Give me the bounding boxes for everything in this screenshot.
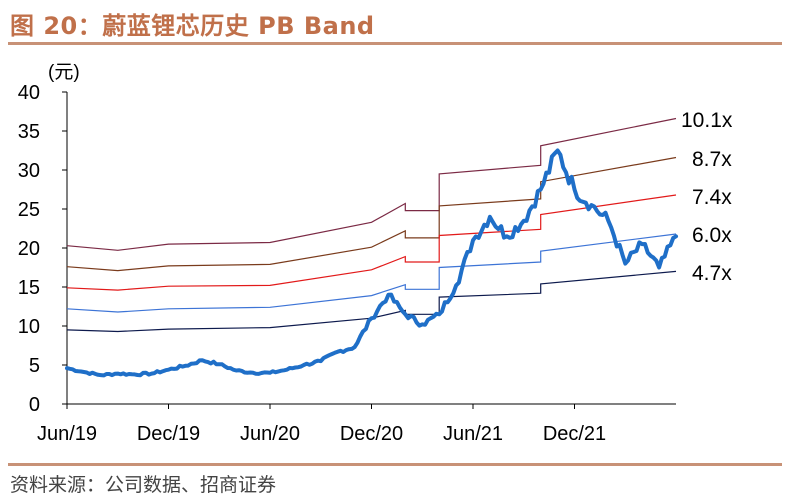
y-unit-label: (元)	[48, 62, 80, 83]
band-line-6-0x	[66, 233, 677, 313]
chart-axes: 0 5 10 15 20 25 30 35 40 (元) Jun/19 Dec/19 Jun/20 Dec…	[18, 62, 676, 445]
x-tick-label: Jun/21	[443, 423, 503, 445]
y-tick-label: 30	[18, 160, 40, 182]
band-lines	[66, 117, 677, 333]
y-tick-label: 25	[18, 199, 40, 221]
y-tick-label: 40	[18, 82, 40, 104]
price-line	[65, 148, 678, 378]
x-tick-label: Jun/19	[37, 423, 97, 445]
y-tick-label: 20	[18, 238, 40, 260]
band-line-10-1x	[66, 117, 677, 251]
y-tick-label: 15	[18, 277, 40, 299]
figure-title: 图 20：蔚蓝锂芯历史 PB Band	[10, 12, 375, 40]
band-label: 4.7x	[692, 262, 732, 285]
x-tick-label: Jun/20	[240, 423, 300, 445]
band-line-4-7x	[66, 270, 677, 333]
band-line-7-4x	[66, 194, 677, 291]
x-tick-label: Dec/19	[137, 423, 200, 445]
band-line-8-7x	[66, 156, 677, 272]
x-tick-label: Dec/20	[340, 423, 403, 445]
band-labels: 10.1x 8.7x 7.4x 6.0x 4.7x	[681, 109, 733, 285]
x-tick-label: Dec/21	[543, 423, 606, 445]
title-divider	[8, 42, 782, 45]
y-tick-label: 35	[18, 121, 40, 143]
source-note: 资料来源：公司数据、招商证券	[10, 474, 277, 496]
band-label: 10.1x	[681, 109, 733, 132]
band-label: 8.7x	[692, 148, 732, 171]
y-tick-label: 10	[18, 316, 40, 338]
price-series	[65, 148, 678, 378]
source-divider	[8, 463, 782, 466]
y-tick-label: 0	[29, 394, 40, 416]
y-tick-label: 5	[29, 355, 40, 377]
band-label: 7.4x	[692, 186, 732, 209]
band-label: 6.0x	[692, 224, 732, 247]
